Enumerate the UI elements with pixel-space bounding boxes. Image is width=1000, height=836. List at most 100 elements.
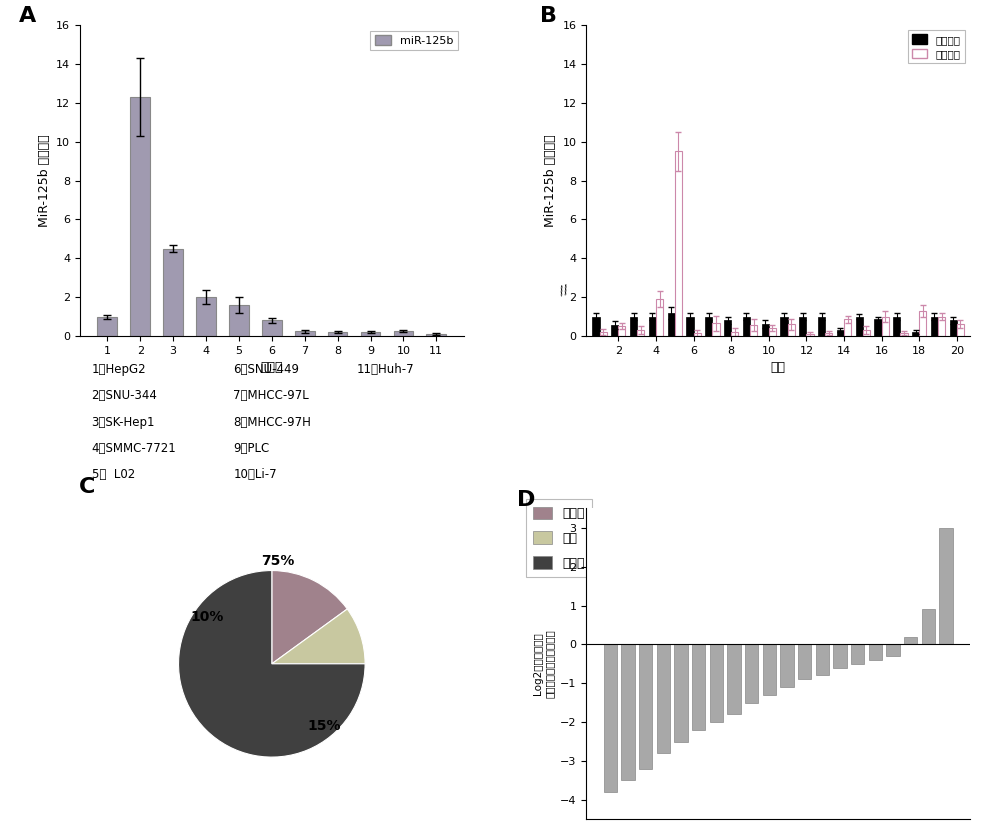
Wedge shape [272, 609, 365, 664]
Bar [806, 334, 814, 336]
Bar [675, 151, 682, 336]
Bar [863, 330, 870, 336]
Bar [394, 331, 413, 336]
Bar [931, 317, 938, 336]
Bar [649, 317, 656, 336]
X-axis label: 病人: 病人 [771, 361, 786, 375]
Bar [692, 645, 705, 730]
Text: 6：SNU-449: 6：SNU-449 [233, 363, 299, 375]
Bar [950, 320, 957, 336]
Bar [604, 645, 617, 792]
Bar [900, 333, 908, 336]
Bar [743, 317, 750, 336]
Bar [818, 317, 825, 336]
Bar [798, 645, 811, 680]
Bar [196, 297, 216, 336]
Bar [694, 333, 701, 336]
Bar [919, 311, 926, 336]
Wedge shape [179, 570, 365, 757]
Bar [611, 325, 618, 336]
Bar [788, 324, 795, 336]
Bar [163, 248, 183, 336]
Bar [710, 645, 723, 722]
X-axis label: 细胞系: 细胞系 [261, 361, 283, 375]
Bar [229, 305, 249, 336]
Text: 3：SK-Hep1: 3：SK-Hep1 [92, 415, 155, 429]
Bar [668, 313, 675, 336]
Text: 5：  L02: 5： L02 [92, 468, 135, 482]
Bar [844, 319, 851, 336]
Bar [856, 317, 863, 336]
Bar [750, 325, 757, 336]
Text: C: C [79, 477, 95, 497]
Bar [869, 645, 882, 660]
Bar [957, 324, 964, 336]
Bar [705, 317, 712, 336]
Bar [724, 320, 731, 336]
Bar [637, 330, 644, 336]
Bar [851, 645, 864, 664]
Bar [426, 334, 446, 336]
Bar [837, 330, 844, 336]
Text: 11：Huh-7: 11：Huh-7 [356, 363, 414, 375]
Text: 10：Li-7: 10：Li-7 [233, 468, 277, 482]
Text: 75%: 75% [261, 553, 295, 568]
Bar [328, 332, 347, 336]
Text: D: D [517, 490, 536, 510]
Bar [592, 317, 600, 336]
Bar [886, 645, 900, 656]
Bar [295, 331, 315, 336]
Bar [262, 320, 282, 336]
Bar [874, 319, 882, 336]
Bar [630, 317, 637, 336]
Bar [621, 645, 635, 781]
Bar [939, 528, 953, 645]
Text: 15%: 15% [307, 719, 341, 733]
Bar [763, 645, 776, 695]
Bar [825, 333, 832, 336]
Wedge shape [272, 570, 347, 664]
Bar [656, 299, 663, 336]
Text: 2：SNU-344: 2：SNU-344 [92, 389, 157, 402]
Bar [731, 332, 738, 336]
Bar [904, 636, 917, 645]
Bar [799, 317, 806, 336]
Legend: 过表达, 不变, 低表达: 过表达, 不变, 低表达 [526, 499, 592, 578]
Bar [780, 645, 794, 687]
Bar [657, 645, 670, 753]
Text: //: // [558, 283, 569, 298]
Legend: 肿瘤组织, 癌旁组织: 肿瘤组织, 癌旁组织 [908, 30, 965, 64]
Bar [938, 317, 945, 336]
Bar [922, 609, 935, 645]
Y-axis label: MiR-125b 的相对値: MiR-125b 的相对値 [38, 135, 51, 227]
Text: A: A [19, 7, 36, 27]
Bar [712, 324, 720, 336]
Bar [727, 645, 741, 714]
Bar [618, 326, 625, 336]
Y-axis label: Log2（倍数变化）
（肿瘤组织／癌旁组织）: Log2（倍数变化） （肿瘤组织／癌旁组织） [533, 630, 555, 698]
Bar [745, 645, 758, 703]
Text: 1：HepG2: 1：HepG2 [92, 363, 146, 375]
Text: 4：SMMC-7721: 4：SMMC-7721 [92, 442, 176, 455]
Bar [816, 645, 829, 675]
Text: 7：MHCC-97L: 7：MHCC-97L [233, 389, 309, 402]
Text: 10%: 10% [190, 609, 224, 624]
Text: 8：MHCC-97H: 8：MHCC-97H [233, 415, 311, 429]
Bar [686, 317, 694, 336]
Y-axis label: MiR-125b 倍数变化: MiR-125b 倍数变化 [544, 135, 557, 227]
Bar [762, 324, 769, 336]
Bar [893, 317, 900, 336]
Bar [130, 97, 150, 336]
Bar [882, 317, 889, 336]
Bar [600, 332, 607, 336]
Bar [769, 329, 776, 336]
Bar [780, 317, 788, 336]
Bar [674, 645, 688, 742]
Bar [97, 317, 117, 336]
Text: 9：PLC: 9：PLC [233, 442, 270, 455]
Legend: miR-125b: miR-125b [370, 31, 458, 50]
Bar [912, 332, 919, 336]
Bar [833, 645, 847, 668]
Bar [639, 645, 652, 769]
Text: B: B [540, 7, 557, 27]
